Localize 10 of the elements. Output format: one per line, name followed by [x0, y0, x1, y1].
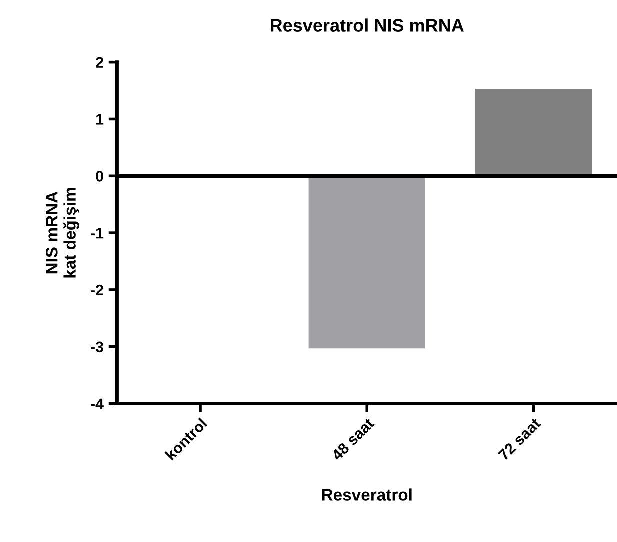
y-axis-title: NIS mRNA kat değişim — [46, 188, 80, 278]
x-axis-title: Resveratrol — [322, 488, 412, 501]
y-tick-label: 1 — [96, 114, 104, 125]
chart-title: Resveratrol NIS mRNA — [270, 18, 464, 32]
y-tick-label: 2 — [96, 57, 104, 68]
y-tick-label: -1 — [91, 228, 104, 239]
y-tick-label: -2 — [91, 284, 104, 296]
y-tick-label: 0 — [96, 171, 104, 182]
y-tick-label: -4 — [91, 398, 104, 410]
y-tick-label: -3 — [91, 342, 104, 353]
